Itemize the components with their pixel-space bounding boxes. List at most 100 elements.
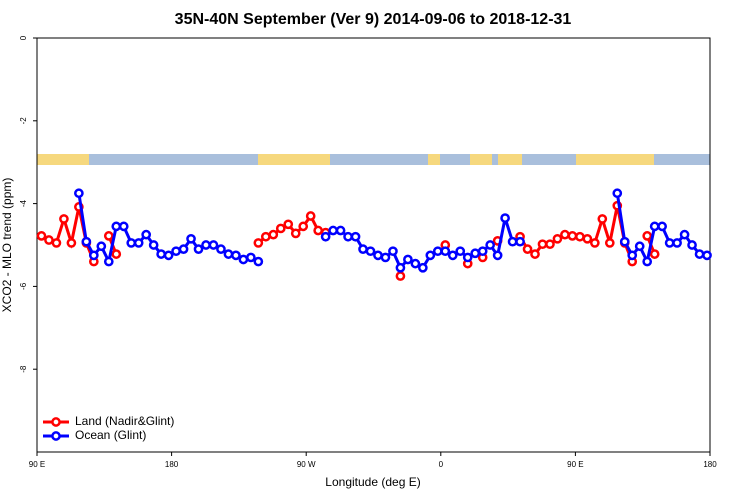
data-point (575, 231, 585, 242)
data-point (604, 238, 615, 248)
legend-marker (51, 417, 61, 427)
data-point (298, 221, 309, 232)
data-point (530, 249, 540, 259)
data-point (418, 262, 428, 273)
data-point (687, 240, 697, 250)
data-point (597, 214, 608, 224)
data-point (51, 238, 62, 248)
data-point (649, 221, 660, 232)
data-point (649, 249, 660, 259)
data-point (455, 246, 466, 257)
data-point (66, 238, 77, 248)
chart-title: 35N-40N September (Ver 9) 2014-09-06 to … (175, 11, 572, 28)
x-tick-label: 90 E (567, 460, 583, 469)
data-point (59, 214, 69, 224)
data-point (268, 229, 279, 240)
data-point (118, 221, 129, 232)
data-point (373, 250, 383, 261)
data-point (567, 231, 578, 241)
data-point (537, 239, 548, 250)
x-axis-label: Longitude (deg E) (325, 475, 420, 489)
y-tick-label: -6 (19, 282, 28, 290)
data-point (126, 238, 137, 248)
data-point (425, 250, 436, 261)
data-point (133, 238, 144, 248)
y-tick-label: -8 (19, 365, 28, 373)
data-point (253, 256, 264, 267)
legend-label: Ocean (Glint) (75, 428, 146, 442)
data-point (552, 233, 563, 244)
data-point (103, 256, 114, 267)
data-point (111, 221, 122, 232)
data-point (186, 233, 196, 244)
data-point (589, 238, 600, 248)
data-point (694, 249, 705, 259)
y-tick-label: -2 (19, 117, 28, 125)
data-point (403, 254, 413, 265)
data-point (178, 244, 189, 254)
plot-frame (36, 37, 711, 453)
legend-label: Land (Nadir&Glint) (75, 414, 174, 428)
x-tick-label: 90 E (29, 460, 45, 469)
data-point (365, 246, 376, 257)
data-point (208, 240, 219, 250)
data-point (492, 250, 503, 261)
data-point (642, 231, 653, 241)
x-tick-label: 90 W (297, 460, 316, 469)
data-point (657, 221, 667, 232)
data-point (619, 236, 630, 247)
data-point (395, 271, 406, 281)
data-point (103, 231, 114, 241)
data-point (148, 240, 159, 250)
data-point (111, 249, 122, 259)
data-point (74, 188, 84, 199)
data-point (141, 229, 152, 240)
data-point (305, 211, 316, 221)
data-point (388, 246, 398, 257)
data-point (36, 231, 47, 241)
data-point (44, 235, 54, 245)
data-point (328, 225, 338, 236)
data-point (582, 233, 593, 244)
data-point (275, 223, 286, 234)
data-point (223, 249, 234, 259)
data-point (447, 250, 458, 261)
data-point (627, 250, 638, 261)
data-point (515, 236, 525, 247)
data-point (634, 241, 645, 252)
data-point (343, 231, 353, 242)
data-point (672, 238, 682, 248)
data-point (440, 246, 451, 257)
data-point (156, 249, 166, 259)
data-point (462, 252, 473, 263)
data-point (679, 229, 690, 240)
data-point (560, 229, 570, 240)
data-point (380, 252, 391, 263)
data-point (96, 241, 107, 252)
data-point (507, 236, 518, 247)
data-point (201, 240, 211, 250)
x-tick-label: 0 (439, 460, 444, 469)
data-point (485, 240, 496, 250)
data-point (231, 250, 241, 261)
data-point (335, 225, 346, 236)
y-tick-label: 0 (19, 35, 28, 40)
data-point (320, 231, 331, 242)
legend-marker (51, 431, 61, 441)
y-axis-label: XCO2 - MLO trend (ppm) (0, 178, 14, 313)
data-point (81, 236, 92, 247)
data-point (500, 213, 510, 223)
data-point (260, 231, 271, 242)
data-point (313, 225, 324, 236)
data-point (350, 231, 361, 242)
data-point (238, 254, 249, 265)
data-point (664, 238, 675, 248)
data-point (283, 219, 294, 230)
data-point (432, 246, 443, 257)
x-tick-label: 180 (165, 460, 179, 469)
data-point (477, 246, 488, 257)
data-point (395, 262, 406, 273)
data-point (612, 188, 623, 199)
data-point (358, 244, 368, 254)
